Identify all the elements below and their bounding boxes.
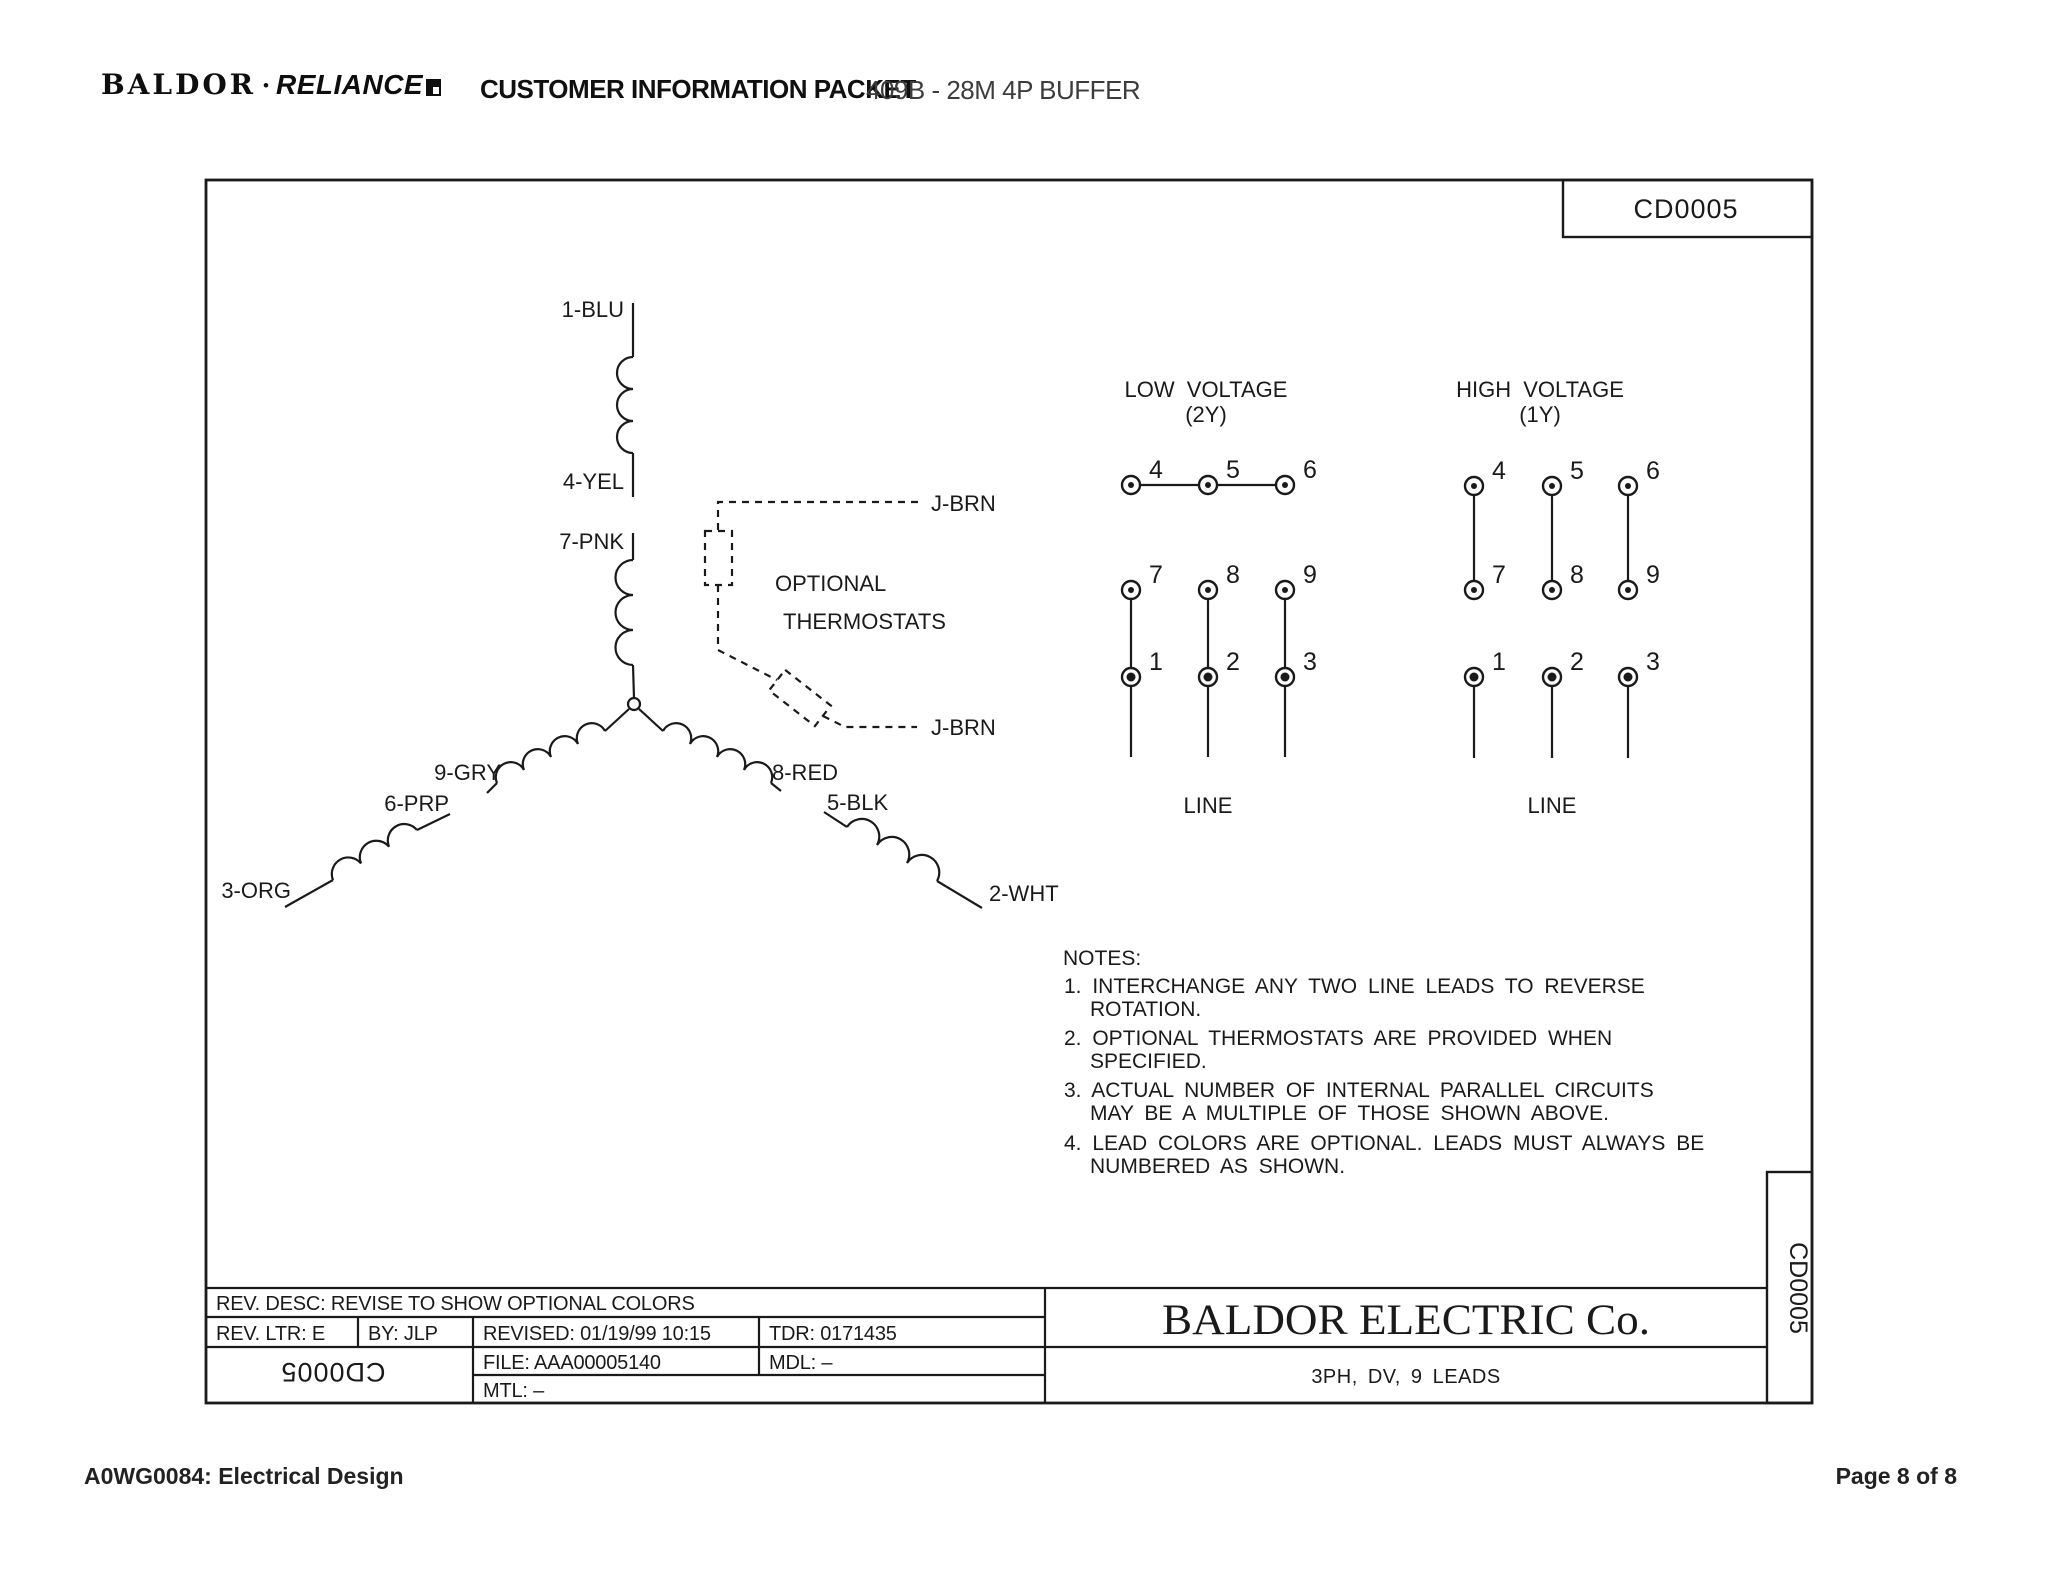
note-3-line-2: MAY BE A MULTIPLE OF THOSE SHOWN ABOVE. [1090,1102,1609,1125]
high-voltage-subtitle: (1Y) [1519,402,1561,427]
lead-label-1-blu: 1-BLU [562,297,624,322]
lead-label-6-prp: 6-PRP [384,791,449,816]
hv-line-label: LINE [1528,793,1577,818]
coil-right-outer [846,817,941,882]
hv-terminal-6: 6 [1646,457,1660,485]
thermostat-symbol-lower [767,668,833,728]
packet-title: CUSTOMER INFORMATION PACKET [480,74,916,104]
terminal-rings [1120,474,1639,688]
revised-field: REVISED: 01/19/99 10:15 [483,1323,711,1345]
high-voltage-title: HIGH VOLTAGE [1456,377,1624,402]
lead-label-j-brn-bottom: J-BRN [931,715,996,740]
tdr-field: TDR: 0171435 [769,1323,897,1345]
hv-terminal-3: 3 [1646,648,1660,676]
company-name: BALDOR ELECTRIC Co. [1162,1297,1650,1344]
coil-top-inner [614,558,634,667]
rev-desc-field: REV. DESC: REVISE TO SHOW OPTIONAL COLOR… [216,1293,695,1315]
notes-heading: NOTES: [1063,947,1141,970]
hv-terminal-9: 9 [1646,561,1660,589]
coil-left-inner [494,722,606,784]
note-1-line-1: 1. INTERCHANGE ANY TWO LINE LEADS TO REV… [1064,975,1645,998]
note-2-line-1: 2. OPTIONAL THERMOSTATS ARE PROVIDED WHE… [1064,1027,1612,1050]
thermostat-circuit [703,500,918,729]
product-description: 3PH, DV, 9 LEADS [1311,1366,1500,1388]
terminal-dots [1126,482,1633,682]
coil-top-outer [615,355,634,455]
thermostat-caption-line1: OPTIONAL [775,571,886,596]
title-block-grid [206,1286,1767,1403]
lead-label-9-gry: 9-GRY [434,760,501,785]
lead-label-2-wht: 2-WHT [989,881,1059,906]
sheet-border [204,178,1814,1405]
lv-terminal-4: 4 [1149,456,1163,484]
logo-baldor-text: BALDOR [101,68,257,101]
footer-page-indicator: Page 8 of 8 [1835,1463,1957,1489]
coil-right-inner [662,722,774,784]
lv-terminal-9: 9 [1303,561,1317,589]
note-4-line-1: 4. LEAD COLORS ARE OPTIONAL. LEADS MUST … [1064,1132,1704,1155]
footer-doc-title: A0WG0084: Electrical Design [84,1463,404,1489]
note-2-line-2: SPECIFIED. [1090,1050,1207,1073]
hv-terminal-5: 5 [1570,457,1584,485]
lead-label-3-org: 3-ORG [221,878,291,903]
rev-ltr-field: REV. LTR: E [216,1323,325,1345]
baldor-reliance-logo: BALDOR • RELIANCE [101,68,442,101]
note-3-line-1: 3. ACTUAL NUMBER OF INTERNAL PARALLEL CI… [1064,1079,1654,1102]
mdl-field: MDL: – [769,1352,833,1374]
mtl-field: MTL: – [483,1380,545,1402]
logo-reliance-text: RELIANCE [275,69,424,100]
thermostat-caption-line2: THERMOSTATS [783,609,946,634]
lead-label-j-brn-top: J-BRN [931,491,996,516]
note-4-line-2: NUMBERED AS SHOWN. [1090,1155,1345,1178]
lead-label-8-red: 8-RED [772,760,838,785]
lv-terminal-8: 8 [1226,561,1240,589]
logo-separator-dot: • [263,76,269,95]
document-reference: 409B - 28M 4P BUFFER [866,75,1141,105]
coil-left-outer [330,822,418,881]
hv-terminal-2: 2 [1570,648,1584,676]
high-voltage-diagram [1472,486,1630,758]
sheet-code-tab: CD0005 [1784,1242,1812,1334]
lv-line-label: LINE [1184,793,1233,818]
drawing-frame [204,178,1814,1405]
sheet-code-box [1561,178,1814,239]
sheet-code-box-label: CD0005 [1633,194,1738,224]
lv-terminal-6: 6 [1303,456,1317,484]
lead-label-7-pnk: 7-PNK [559,529,624,554]
lead-label-5-blk: 5-BLK [827,790,888,815]
sheet-code-inverted: CD0005 [280,1357,385,1387]
lv-terminal-1: 1 [1149,648,1163,676]
hv-terminal-4: 4 [1492,457,1506,485]
note-1-line-2: ROTATION. [1090,998,1201,1021]
low-voltage-title: LOW VOLTAGE [1125,377,1288,402]
hv-terminal-7: 7 [1492,561,1506,589]
lv-terminal-2: 2 [1226,648,1240,676]
file-field: FILE: AAA00005140 [483,1352,661,1374]
hv-terminal-8: 8 [1570,561,1584,589]
star-point-node [626,696,642,712]
lv-terminal-7: 7 [1149,561,1163,589]
lv-terminal-3: 3 [1303,648,1317,676]
low-voltage-diagram [1129,483,1287,757]
lead-label-4-yel: 4-YEL [563,469,624,494]
by-field: BY: JLP [368,1323,438,1345]
wye-winding-diagram [284,303,983,909]
hv-terminal-1: 1 [1492,648,1506,676]
thermostat-symbol-upper [703,529,734,587]
low-voltage-subtitle: (2Y) [1185,402,1227,427]
reliance-trademark-icon [426,79,442,96]
lv-terminal-5: 5 [1226,456,1240,484]
